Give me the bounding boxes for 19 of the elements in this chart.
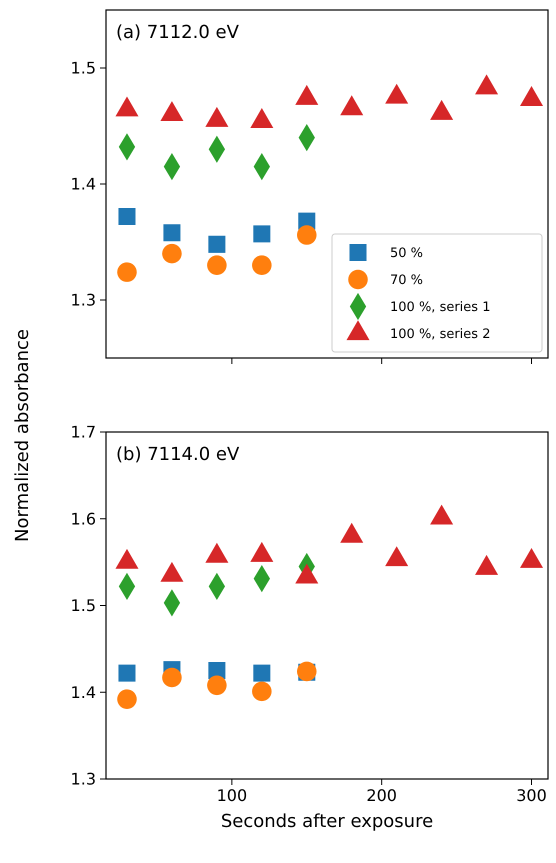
y-tick-label: 1.4 — [70, 682, 96, 702]
legend-label: 70 % — [390, 273, 424, 288]
y-tick-label: 1.4 — [70, 174, 96, 194]
x-tick-label: 200 — [366, 786, 397, 805]
legend-label: 100 %, series 1 — [390, 300, 490, 316]
legend-label: 50 % — [390, 246, 424, 262]
y-tick-label: 1.7 — [70, 422, 96, 442]
x-tick-label: 100 — [216, 786, 248, 805]
x-axis-title: Seconds after exposure — [220, 811, 434, 832]
y-tick-label: 1.5 — [70, 58, 96, 78]
y-axis-title: Normalized absorbance — [12, 329, 33, 542]
y-tick-label: 1.3 — [70, 290, 96, 310]
annotation: (b) 7114.0 eV — [116, 444, 240, 465]
legend-label: 100 %, series 2 — [390, 327, 490, 342]
annotation: (a) 7112.0 eV — [116, 22, 240, 43]
x-tick-label: 300 — [516, 786, 547, 805]
y-tick-label: 1.6 — [70, 509, 96, 528]
y-tick-label: 1.3 — [70, 770, 96, 789]
y-tick-label: 1.5 — [70, 596, 96, 616]
